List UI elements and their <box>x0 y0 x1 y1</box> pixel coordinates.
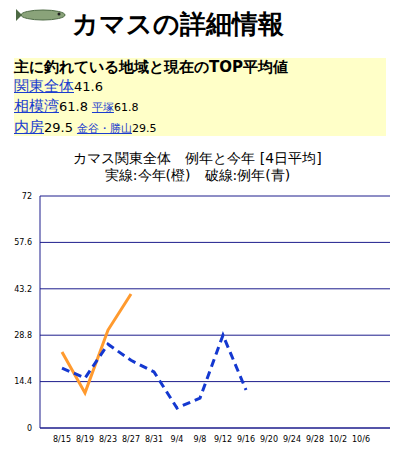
html-text:実線:今年(橙) 破線:例年(青): 実線:今年(橙) 破線:例年(青) <box>104 167 291 183</box>
svg-text:8/27: 8/27 <box>122 435 140 444</box>
svg-text:43.2: 43.2 <box>14 285 32 294</box>
svg-text:9/4: 9/4 <box>171 435 184 444</box>
html-text:主に釣れている地域と現在のTOP平均値: 主に釣れている地域と現在のTOP平均値 <box>14 58 288 76</box>
html-text:関東全体41.6: 関東全体41.6 <box>14 77 103 95</box>
svg-text:57.6: 57.6 <box>14 238 32 247</box>
svg-text:8/31: 8/31 <box>145 435 163 444</box>
html-text:相模湾61.8 平塚61.8: 相模湾61.8 平塚61.8 <box>14 97 139 115</box>
svg-text:9/20: 9/20 <box>260 435 278 444</box>
html-text:内房29.5 金谷・勝山29.5: 内房29.5 金谷・勝山29.5 <box>14 118 157 136</box>
svg-text:9/16: 9/16 <box>237 435 255 444</box>
svg-text:9/28: 9/28 <box>306 435 324 444</box>
svg-text:8/19: 8/19 <box>76 435 94 444</box>
svg-text:14.4: 14.4 <box>14 377 32 386</box>
svg-text:10/6: 10/6 <box>352 435 370 444</box>
svg-text:8/23: 8/23 <box>99 435 117 444</box>
svg-text:8/15: 8/15 <box>53 435 71 444</box>
svg-text:72: 72 <box>22 192 32 201</box>
html-text:カマス関東全体 例年と今年 [4日平均]: カマス関東全体 例年と今年 [4日平均] <box>73 150 322 166</box>
svg-text:9/24: 9/24 <box>283 435 301 444</box>
html-text:カマスの詳細情報: カマスの詳細情報 <box>72 9 284 39</box>
svg-text:9/8: 9/8 <box>194 435 207 444</box>
svg-text:9/12: 9/12 <box>214 435 232 444</box>
svg-text:0: 0 <box>27 424 32 433</box>
svg-text:10/2: 10/2 <box>329 435 347 444</box>
svg-text:28.8: 28.8 <box>14 331 32 340</box>
